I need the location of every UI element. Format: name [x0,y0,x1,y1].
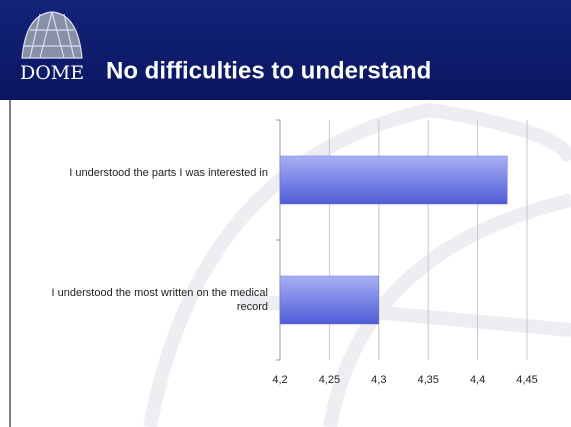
bar [279,275,380,325]
logo-icon [21,11,83,59]
category-label: I understood the parts I was interested … [69,167,268,179]
bar [279,155,508,205]
x-tick-label: 4,4 [470,374,485,386]
category-label: I understood the most written on the med… [51,287,268,313]
slide-title: No difficulties to understand [106,57,431,84]
x-tick-label: 4,35 [417,374,438,386]
x-tick-label: 4,2 [272,374,287,386]
x-tick-label: 4,25 [319,374,340,386]
x-tick-label: 4,45 [516,374,537,386]
header-band [0,0,571,100]
logo-text: DOME [20,62,84,84]
x-tick-label: 4,3 [371,374,386,386]
